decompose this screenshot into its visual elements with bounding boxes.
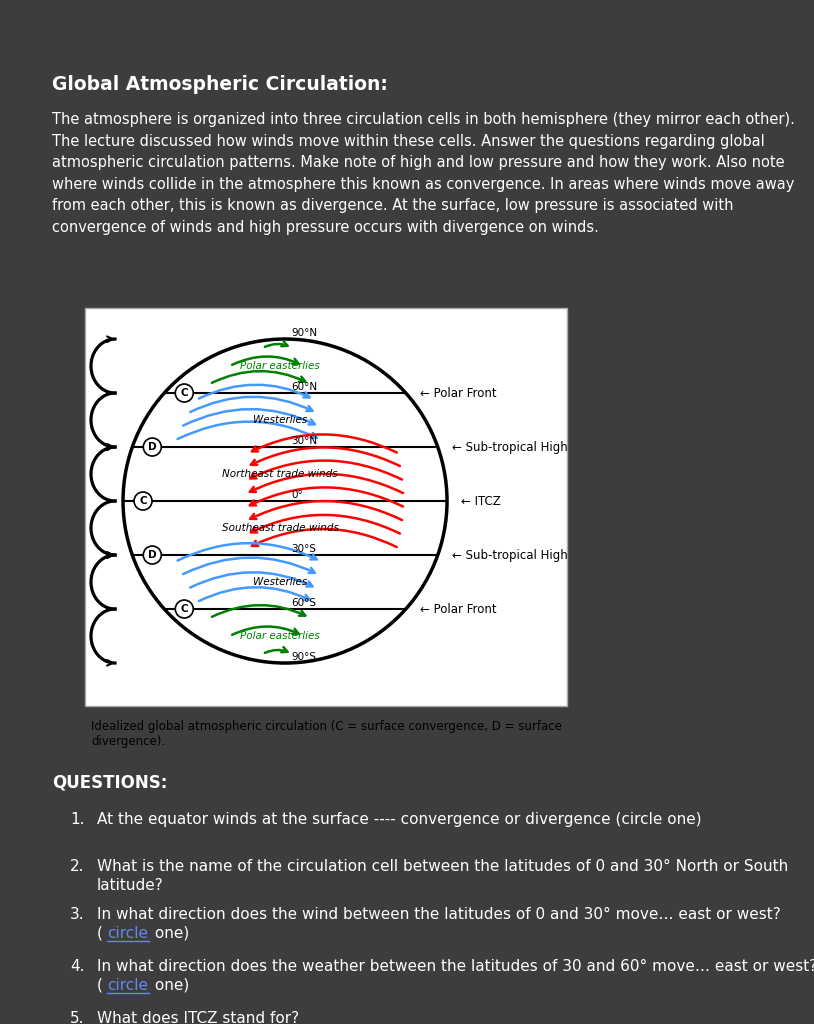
Text: 30°S: 30°S <box>291 544 316 554</box>
Text: circle: circle <box>107 926 148 941</box>
Text: (: ( <box>97 926 103 941</box>
Text: Polar easterlies: Polar easterlies <box>240 631 320 641</box>
Text: 5.: 5. <box>70 1011 85 1024</box>
Text: 2.: 2. <box>70 859 85 874</box>
Circle shape <box>143 438 161 456</box>
Text: 4.: 4. <box>70 959 85 974</box>
Text: What is the name of the circulation cell between the latitudes of 0 and 30° Nort: What is the name of the circulation cell… <box>97 859 788 874</box>
Text: Southeast trade winds: Southeast trade winds <box>221 523 339 534</box>
Text: What does ITCZ stand for?: What does ITCZ stand for? <box>97 1011 299 1024</box>
Text: ← ITCZ: ← ITCZ <box>461 495 501 508</box>
Text: one): one) <box>150 926 189 941</box>
Text: D: D <box>148 550 156 560</box>
Text: 1.: 1. <box>70 812 85 827</box>
Text: (: ( <box>97 978 103 993</box>
Text: ← Sub-tropical High: ← Sub-tropical High <box>452 549 567 561</box>
Circle shape <box>123 339 447 663</box>
Text: latitude?: latitude? <box>97 878 164 893</box>
Circle shape <box>175 600 193 618</box>
Text: In what direction does the wind between the latitudes of 0 and 30° move… east or: In what direction does the wind between … <box>97 907 781 922</box>
Text: In what direction does the weather between the latitudes of 30 and 60° move… eas: In what direction does the weather betwe… <box>97 959 814 974</box>
Text: 90°N: 90°N <box>291 328 317 338</box>
Text: QUESTIONS:: QUESTIONS: <box>52 774 168 792</box>
Text: Westerlies: Westerlies <box>253 578 307 587</box>
Text: C: C <box>139 496 147 506</box>
Text: Westerlies: Westerlies <box>253 415 307 425</box>
Text: circle: circle <box>107 978 148 993</box>
Text: The atmosphere is organized into three circulation cells in both hemisphere (the: The atmosphere is organized into three c… <box>52 112 795 234</box>
Text: ← Sub-tropical High: ← Sub-tropical High <box>452 440 567 454</box>
Text: 3.: 3. <box>70 907 85 922</box>
Text: 0°: 0° <box>291 490 303 500</box>
Text: C: C <box>181 604 188 614</box>
Bar <box>85 308 567 706</box>
Text: ← Polar Front: ← Polar Front <box>420 386 497 399</box>
Text: At the equator winds at the surface ---- convergence or divergence (circle one): At the equator winds at the surface ----… <box>97 812 702 827</box>
Circle shape <box>175 384 193 402</box>
Circle shape <box>134 492 152 510</box>
Text: 90°S: 90°S <box>291 652 316 663</box>
Text: Global Atmospheric Circulation:: Global Atmospheric Circulation: <box>52 75 388 94</box>
Text: 30°N: 30°N <box>291 436 317 446</box>
Circle shape <box>143 546 161 564</box>
Text: Idealized global atmospheric circulation (C = surface convergence, D = surface
d: Idealized global atmospheric circulation… <box>91 720 562 748</box>
Text: ← Polar Front: ← Polar Front <box>420 602 497 615</box>
Text: D: D <box>148 442 156 452</box>
Text: 60°S: 60°S <box>291 598 316 608</box>
Text: Northeast trade winds: Northeast trade winds <box>222 469 338 479</box>
Text: one): one) <box>150 978 189 993</box>
Text: Polar easterlies: Polar easterlies <box>240 361 320 371</box>
Text: 60°N: 60°N <box>291 382 317 392</box>
Text: C: C <box>181 388 188 398</box>
